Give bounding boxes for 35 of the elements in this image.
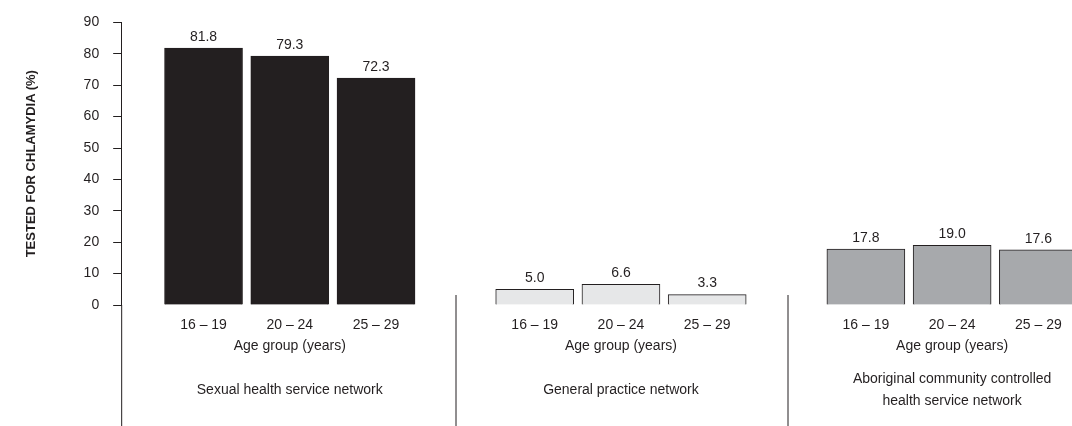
y-tick-label: 30 xyxy=(83,201,100,218)
x-tick-label: 16 – 19 xyxy=(180,315,228,332)
data-label: 79.3 xyxy=(276,35,304,52)
text: Sexual health service network xyxy=(196,380,384,397)
y-tick-label: 50 xyxy=(83,138,100,155)
x-tick-label: 16 – 19 xyxy=(842,315,890,332)
y-tick-label: 20 xyxy=(83,233,100,250)
data-label: 17.8 xyxy=(852,228,880,245)
y-tick-label: 10 xyxy=(83,264,100,281)
text: General practice network xyxy=(543,380,700,397)
y-tick-label: 60 xyxy=(83,107,100,124)
text: Aboriginal community controlled health service network xyxy=(852,369,1052,408)
x-tick-label: 20 – 24 xyxy=(597,315,645,332)
x-tick-label: 16 – 19 xyxy=(511,315,559,332)
text: Age group (years) xyxy=(564,336,677,353)
x-tick-label: 20 – 24 xyxy=(928,315,976,332)
data-label: 81.8 xyxy=(189,28,218,45)
y-tick-label: 0 xyxy=(91,295,100,312)
data-label: 19.0 xyxy=(938,225,966,242)
text: Age group (years) xyxy=(896,336,1009,353)
x-tick-label: 20 – 24 xyxy=(266,315,314,332)
data-label: 3.3 xyxy=(697,274,718,291)
y-tick-label: 90 xyxy=(83,13,100,30)
data-label: 72.3 xyxy=(362,57,390,74)
x-tick-label: 25 – 29 xyxy=(1015,315,1062,332)
data-label: 5.0 xyxy=(524,269,545,286)
x-tick-label: 25 – 29 xyxy=(683,315,731,332)
x-tick-label: 25 – 29 xyxy=(352,315,400,332)
y-axis-title: TESTED FOR CHLAMYDIA (%) xyxy=(23,70,39,258)
x-axis-title: Age group (years) xyxy=(233,336,346,353)
y-tick-label: 70 xyxy=(83,76,100,93)
data-label: 17.6 xyxy=(1024,229,1053,246)
y-tick-label: 40 xyxy=(83,170,100,187)
data-label: 6.6 xyxy=(611,264,631,281)
y-tick-label: 80 xyxy=(83,44,100,61)
